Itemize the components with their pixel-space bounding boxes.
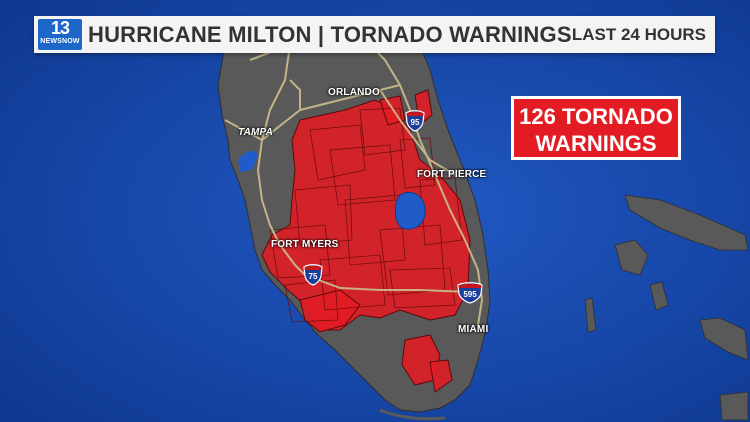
city-label-miami: MIAMI	[458, 324, 489, 335]
lake-okeechobee	[394, 191, 426, 230]
city-label-fort-pierce: FORT PIERCE	[417, 169, 487, 180]
logo-sub: NEWSNOW	[40, 38, 80, 45]
station-logo: 13 NEWSNOW	[38, 19, 82, 50]
time-range-label: LAST 24 HOURS	[571, 25, 706, 44]
city-label-tampa: TAMPA	[238, 127, 274, 138]
shield-icon	[405, 110, 425, 132]
interstate-75-label: 75	[308, 272, 318, 281]
shield-icon	[457, 282, 483, 304]
city-label-fort-myers: FORT MYERS	[271, 239, 339, 250]
page-title: HURRICANE MILTON | TORNADO WARNINGS	[88, 22, 572, 47]
logo-number: 13	[50, 18, 70, 38]
warning-count-badge: 126 TORNADO WARNINGS	[511, 96, 681, 160]
florida-keys	[379, 408, 446, 421]
badge-line-1: 126 TORNADO	[519, 104, 673, 129]
badge-line-2: WARNINGS	[535, 131, 657, 156]
interstate-95-label: 95	[410, 118, 420, 127]
interstate-595-label: 595	[463, 290, 477, 299]
city-label-orlando: ORLANDO	[328, 87, 380, 98]
tampa-bay	[238, 150, 258, 172]
interstate-75-shield: 75	[303, 264, 323, 286]
interstate-95-shield: 95	[405, 110, 425, 132]
interstate-595-shield: 595	[457, 282, 483, 304]
highways	[224, 44, 483, 326]
shield-icon	[303, 264, 323, 286]
bahamas	[584, 194, 749, 421]
header-bar: 13 NEWSNOW HURRICANE MILTON | TORNADO WA…	[34, 16, 715, 53]
